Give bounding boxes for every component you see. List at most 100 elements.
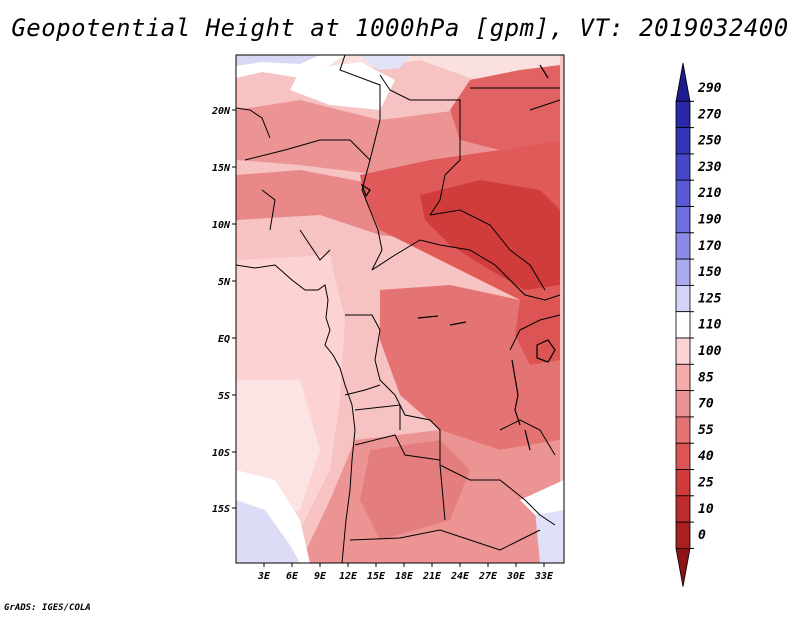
lake-chad [360,183,371,198]
field-sahara-white [290,62,395,110]
nigeria-border [299,229,331,261]
colorbar-segment [675,390,691,418]
colorbar-segment [675,548,691,587]
lon-label: 15E [367,571,386,582]
tanzania-border [499,419,556,456]
colorbar-segment [675,363,691,391]
colorbar-segment [675,442,691,470]
lat-label: EQ [218,334,230,345]
field-northeast-red [450,65,560,150]
colorbar-level-label: 85 [698,370,714,385]
lon-label: 9E [314,571,327,582]
field-se-blue [535,505,564,563]
field-atlantic-blue [236,500,300,563]
field-angola-zambia [360,440,470,540]
great-lakes-border [509,314,561,351]
colorbar-segment [675,232,691,260]
colorbar-level-label: 125 [698,291,722,306]
lon-label: 30E [506,571,526,582]
field-great-lakes [515,300,560,365]
colorbar-level-label: 25 [697,476,714,491]
colorbar-level-label: 70 [698,397,714,412]
colorbar-level-label: 0 [698,528,706,543]
lon-label: 18E [395,571,414,582]
latitude-labels: 20N 15N 10N 5N EQ 5S 10S 15S [211,106,231,515]
lakes [360,64,556,451]
niger-chad-border [339,55,383,271]
field-north-blue [236,55,320,66]
colorbar-segment [675,258,691,286]
axis-ticks [232,109,545,567]
colorbar-level-label: 270 [697,107,722,122]
colorbar-level-label: 100 [698,344,722,359]
lake-victoria [536,339,556,363]
colorbar-level-label: 40 [698,449,714,464]
colorbar-level-label: 290 [697,81,722,96]
longitude-labels: 3E 6E 9E 12E 15E 18E 21E 24E 27E 30E 33E [257,571,554,582]
map-frame [235,54,565,564]
height-field [236,55,564,563]
colorbar [675,62,691,587]
colorbar-segment [675,206,691,234]
lake-malawi [524,429,531,451]
field-core-dark [420,180,560,290]
river-mark-1 [417,315,439,319]
colorbar-segment [675,469,691,497]
colorbar-segment [675,495,691,523]
northwest-border [236,107,271,139]
car-border [371,239,561,301]
sudan-south-border [429,209,546,291]
lat-label: 5N [218,277,231,288]
colorbar-segment [675,416,691,444]
lon-label: 27E [478,571,498,582]
colorbar-segment [675,153,691,181]
colorbar-segment [675,311,691,339]
colorbar-level-label: 170 [698,239,722,254]
lon-label: 6E [286,571,299,582]
ne-border [529,99,561,111]
lat-label: 15S [212,504,230,515]
colorbar-level-label: 150 [698,265,722,280]
field-north-blue-2 [360,55,410,70]
lat-label: 20N [211,106,231,117]
colorbar-level-label: 210 [697,186,722,201]
angola-east-border [354,434,441,461]
colorbar-level-label: 10 [698,502,714,517]
congo-border [345,314,556,526]
chad-sudan-border [379,74,461,216]
lat-label: 5S [218,391,230,402]
lon-label: 21E [422,571,442,582]
grads-credit: GrADS: IGES/COLA [4,603,91,613]
lon-label: 12E [339,571,358,582]
colorbar-level-label: 230 [697,160,722,175]
west-africa-coast [236,264,356,563]
angola-zambia-border [439,464,446,521]
colorbar-segment [675,127,691,155]
coastlines [236,55,561,563]
colorbar-level-label: 110 [698,318,722,333]
lat-label: 10N [212,220,231,231]
lon-label: 33E [534,571,554,582]
colorbar-labels: 2902702502302101901701501251101008570554… [690,81,722,549]
river-mark-2 [449,321,467,326]
angola-north-border [354,404,401,430]
colorbar-segment [675,521,691,549]
colorbar-level-label: 190 [698,213,722,228]
map-title: Geopotential Height at 1000hPa [gpm], VT… [11,14,789,42]
southern-border [349,529,541,551]
lake-tanganyika [511,359,521,426]
colorbar-segment [675,284,691,313]
colorbar-segment [675,337,691,365]
lat-label: 15N [212,163,231,174]
benin-border [261,189,276,231]
colorbar-segment [675,100,691,129]
sahel-border [244,139,371,161]
colorbar-segment [675,179,691,207]
colorbar-level-label: 55 [698,423,714,438]
lat-label: 10S [212,448,230,459]
red-sea-mark [539,64,549,79]
lon-label: 3E [257,571,271,582]
cabinda-border [344,384,381,396]
colorbar-level-label: 250 [697,134,722,149]
